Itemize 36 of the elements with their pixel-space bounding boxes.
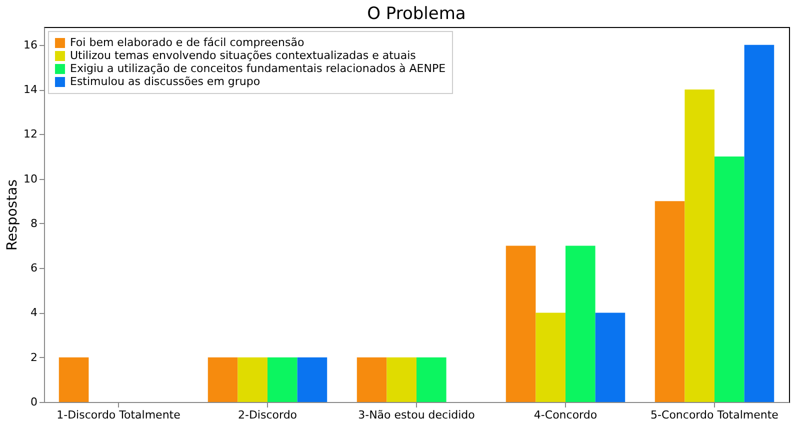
x-tick-label: 5-Concordo Totalmente: [650, 408, 779, 422]
bar: [684, 90, 714, 402]
y-tick-label: 8: [30, 216, 38, 230]
bar: [566, 246, 596, 402]
y-tick-label: 14: [24, 83, 38, 96]
chart-title: O Problema: [367, 4, 466, 24]
y-tick-label: 0: [30, 396, 38, 408]
y-tick-label: 12: [24, 128, 38, 141]
legend-label: Estimulou as discussões em grupo: [70, 75, 260, 88]
x-tick-label: 4-Concordo: [534, 408, 598, 422]
bar: [58, 357, 89, 402]
y-tick-label: 6: [30, 262, 38, 275]
bar: [744, 44, 774, 402]
legend-label: Foi bem elaborado e de fácil compreensão: [70, 36, 304, 49]
bar: [714, 156, 744, 402]
legend-label: Exigiu a utilização de conceitos fundamentais relacionados à AENPE: [70, 62, 446, 75]
bar: [595, 312, 626, 402]
x-tick-label: 1-Discordo Totalmente: [56, 408, 181, 422]
legend-label: Utilizou temas envolvendo situações contextualizadas e atuais: [70, 49, 416, 62]
bar: [536, 312, 566, 402]
bar: [506, 246, 536, 402]
y-axis-title: Respostas: [4, 179, 21, 251]
bar: [356, 357, 387, 402]
bar: [208, 357, 238, 402]
bar: [416, 357, 446, 402]
x-tick-label: 2-Discordo: [238, 408, 298, 422]
y-tick-label: 16: [24, 38, 38, 52]
y-tick-label: 2: [30, 350, 38, 364]
bar: [654, 201, 685, 402]
y-tick-label: 4: [30, 306, 38, 320]
bar: [238, 357, 268, 402]
bar: [386, 357, 416, 402]
y-tick-label: 10: [24, 172, 38, 186]
x-tick-label: 3-Não estou decidido: [358, 408, 476, 422]
bar: [268, 357, 298, 402]
bar: [297, 357, 328, 402]
